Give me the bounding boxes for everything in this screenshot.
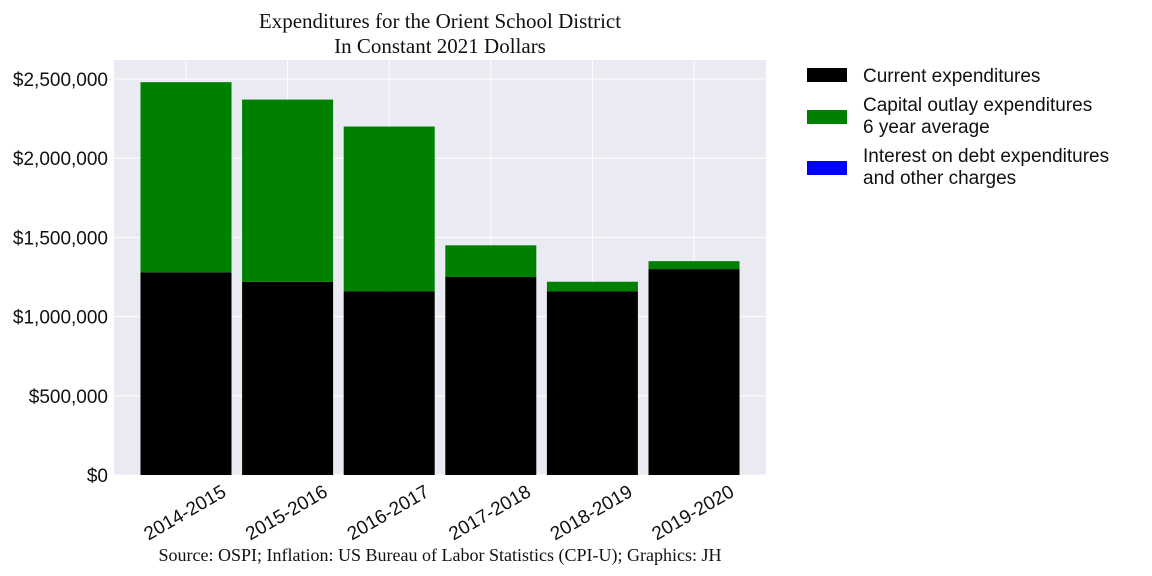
x-tick-label: 2015-2016 xyxy=(242,481,331,545)
chart-title: Expenditures for the Orient School Distr… xyxy=(259,9,621,33)
x-tick-label: 2018-2019 xyxy=(547,481,636,545)
bar-segment xyxy=(445,245,537,277)
y-tick-label: $2,500,000 xyxy=(13,70,108,91)
x-tick-labels: 2014-2015 2015-2016 2016-2017 2017-2018 2018… xyxy=(141,481,738,545)
legend-label: 6 year average xyxy=(863,117,990,138)
bar-segment xyxy=(546,291,638,475)
x-tick-label: 2017-2018 xyxy=(445,481,534,545)
bar-segment xyxy=(343,126,435,292)
y-tick-label: $1,000,000 xyxy=(13,308,108,329)
chart-subtitle: In Constant 2021 Dollars xyxy=(334,34,546,58)
x-tick-label: 2014-2015 xyxy=(141,481,230,545)
y-tick-label: $2,000,000 xyxy=(13,149,108,170)
legend-label: Current expenditures xyxy=(863,66,1040,87)
y-tick-label: $0 xyxy=(87,466,108,487)
source-note: Source: OSPI; Inflation: US Bureau of La… xyxy=(159,545,722,566)
bars xyxy=(140,82,740,475)
legend-label: and other charges xyxy=(863,168,1016,189)
legend-label: Capital outlay expenditures xyxy=(863,95,1092,116)
bar-segment xyxy=(140,82,232,273)
legend-swatch xyxy=(807,68,847,82)
bar-segment xyxy=(546,281,638,292)
x-tick-label: 2019-2020 xyxy=(649,481,738,545)
legend-swatch xyxy=(807,110,847,124)
bar-segment xyxy=(242,281,334,475)
bar-segment xyxy=(242,99,334,282)
bar-segment xyxy=(445,277,537,475)
bar-segment xyxy=(343,291,435,475)
y-tick-label: $1,500,000 xyxy=(13,228,108,249)
legend-swatch xyxy=(807,161,847,175)
bar-segment xyxy=(648,261,740,270)
bar-segment xyxy=(140,272,232,475)
x-tick-label: 2016-2017 xyxy=(344,481,433,545)
y-tick-label: $500,000 xyxy=(29,387,108,408)
y-tick-labels: $0 $500,000 $1,000,000 $1,500,000 $2,000,000… xyxy=(13,70,108,487)
bar-segment xyxy=(648,269,740,475)
legend: Current expenditures Capital outlay expen… xyxy=(807,66,1109,189)
legend-label: Interest on debt expenditures xyxy=(863,146,1109,167)
